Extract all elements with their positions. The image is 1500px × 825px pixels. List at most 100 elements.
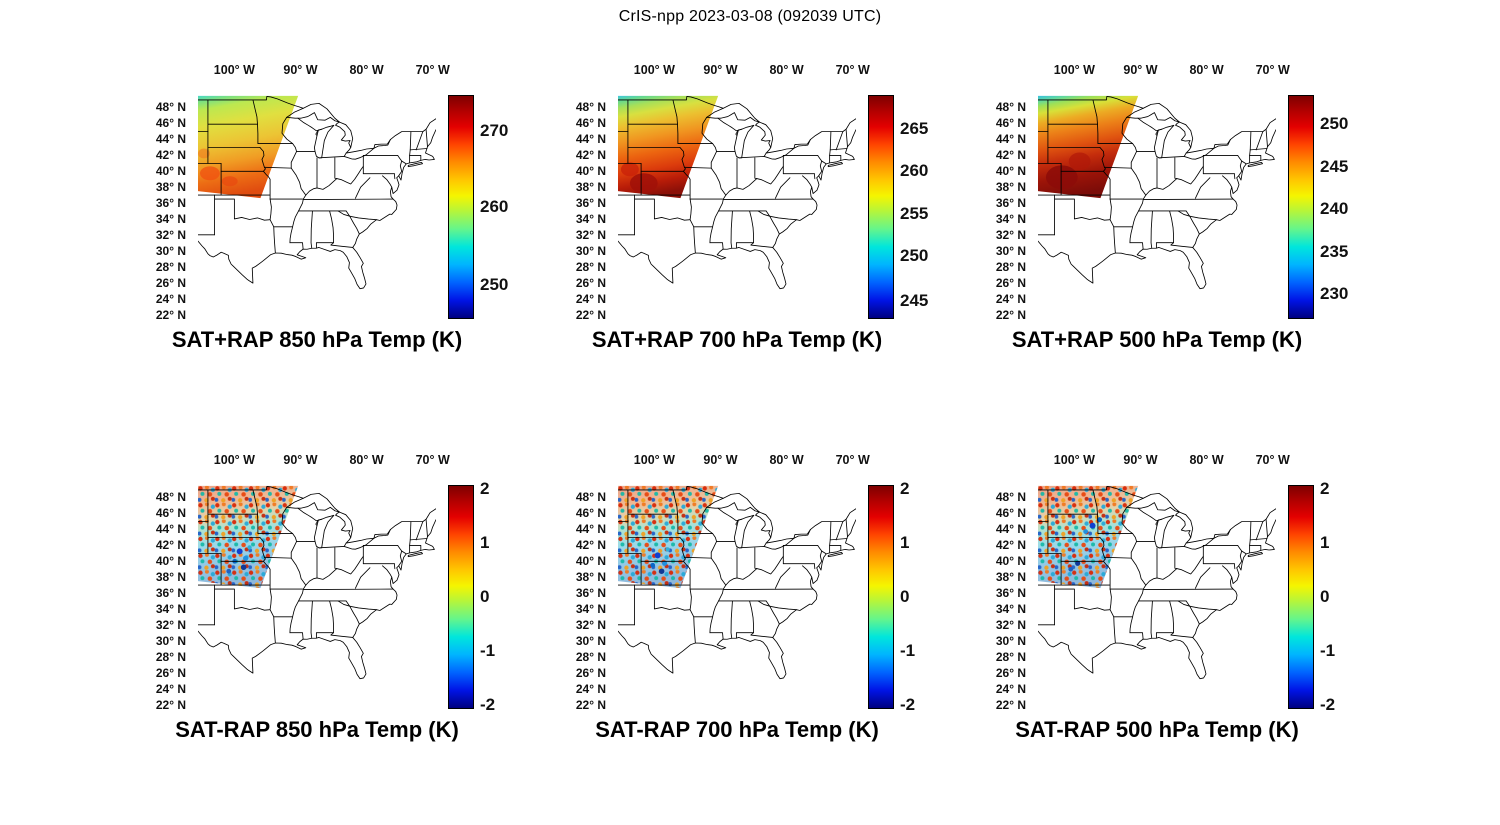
lat-tick-label: 42° N: [995, 538, 1026, 552]
panel-caption: SAT-RAP 850 hPa Temp (K): [175, 717, 459, 742]
lat-tick-label: 40° N: [995, 554, 1026, 568]
panel-caption: SAT-RAP 500 hPa Temp (K): [1015, 717, 1299, 742]
lat-tick-label: 32° N: [155, 618, 186, 632]
colorbar-tick-label: 2: [480, 479, 490, 499]
colorbar-tick-label: 0: [1320, 587, 1330, 606]
map-svg: [1038, 95, 1276, 290]
panel-sat-plus-rap-700: 100° W 90° W 80° W 70° W 48° N 46° N 44° N 42°…: [540, 55, 960, 365]
colorbar-tick-label: 250: [1320, 114, 1349, 134]
lat-tick-label: 48° N: [155, 100, 186, 114]
lon-tick-label: 80° W: [349, 453, 384, 467]
lat-tick-label: 44° N: [575, 521, 606, 536]
colorbar-tick-label: 270: [480, 120, 509, 140]
lat-tick-label: 26° N: [575, 666, 606, 680]
colorbar-tick-label: 240: [1320, 199, 1349, 219]
lat-tick-label: 48° N: [995, 100, 1026, 114]
colorbar-tick-label: -1: [1320, 640, 1336, 660]
outlier-dots: [226, 545, 252, 574]
lat-tick-label: 44° N: [575, 131, 606, 146]
lat-tick-label: 24° N: [155, 291, 186, 306]
lat-tick-label: 48° N: [575, 100, 606, 114]
lat-tick-label: 24° N: [575, 681, 606, 696]
colorbar-tick-label: 0: [480, 587, 490, 606]
colorbar-ticks: 265 260 255 250 245: [900, 95, 956, 319]
lat-tick-label: 30° N: [155, 243, 186, 258]
lat-tick-label: 24° N: [995, 291, 1026, 306]
lat-tick-label: 46° N: [995, 506, 1026, 520]
lat-tick-label: 22° N: [995, 697, 1026, 712]
lat-axis: 48° N 46° N 44° N 42° N 40° N 38° N 36° N 34° N…: [120, 485, 192, 712]
colorbar-tick-label: 2: [1320, 479, 1330, 499]
lat-tick-label: 42° N: [155, 538, 186, 552]
colorbar-tick-label: 250: [900, 246, 929, 266]
lon-tick-label: 80° W: [769, 453, 804, 467]
outlier-dots: [650, 547, 670, 574]
lat-tick-label: 34° N: [155, 602, 186, 616]
lat-tick-label: 40° N: [155, 554, 186, 568]
lat-tick-label: 42° N: [575, 148, 606, 162]
colorbar-tick-label: 1: [480, 533, 490, 553]
panel-caption: SAT+RAP 700 hPa Temp (K): [591, 327, 883, 352]
colorbar-tick-label: -2: [900, 694, 916, 714]
lat-tick-label: 22° N: [155, 697, 186, 712]
satellite-swath: [618, 95, 719, 199]
lat-tick-label: 28° N: [995, 650, 1026, 664]
colorbar-ticks: 2 1 0 -1 -2: [480, 479, 536, 713]
colorbar-ticks: 250 245 240 235 230: [1320, 95, 1376, 319]
lat-tick-label: 46° N: [155, 116, 186, 130]
lat-tick-label: 38° N: [995, 569, 1026, 584]
lat-tick-label: 36° N: [155, 585, 186, 600]
lat-axis: 48° N 46° N 44° N 42° N 40° N 38° N 36° N 34° N…: [960, 95, 1032, 322]
map-svg: [618, 485, 856, 680]
lon-tick-label: 100° W: [1053, 453, 1095, 467]
colorbar-tick-label: 235: [1320, 241, 1349, 261]
panel-caption: SAT+RAP 850 hPa Temp (K): [171, 327, 463, 352]
colorbar-tick-label: -1: [900, 640, 916, 660]
panel-sat-plus-rap-850: 100° W 90° W 80° W 70° W 48° N 46° N 44° N 42°…: [120, 55, 540, 365]
lat-tick-label: 30° N: [575, 633, 606, 648]
outlier-dots: [1068, 517, 1103, 572]
lat-tick-label: 26° N: [155, 276, 186, 290]
map-svg: [618, 95, 856, 290]
colorbar-tick-label: 265: [900, 118, 929, 138]
panel-sat-plus-rap-500: 100° W 90° W 80° W 70° W 48° N 46° N 44° N 42°…: [960, 55, 1380, 365]
lat-tick-label: 28° N: [155, 260, 186, 274]
lon-tick-label: 100° W: [213, 453, 255, 467]
colorbar-tick-label: 260: [900, 161, 929, 181]
lat-tick-label: 46° N: [995, 116, 1026, 130]
lat-axis: 48° N 46° N 44° N 42° N 40° N 38° N 36° N 34° N…: [540, 95, 612, 322]
panel-sat-minus-rap-700: 100° W 90° W 80° W 70° W 48° N 46° N 44° N 42°…: [540, 445, 960, 755]
map-conus: [618, 485, 856, 709]
figure-title: CrIS-npp 2023-03-08 (092039 UTC): [618, 8, 882, 25]
lon-tick-label: 100° W: [633, 63, 675, 77]
lon-tick-label: 100° W: [1053, 63, 1095, 77]
map-conus: [618, 95, 856, 319]
lat-tick-label: 30° N: [575, 243, 606, 258]
map-svg: [198, 95, 436, 290]
lat-tick-label: 22° N: [155, 307, 186, 322]
lat-tick-label: 44° N: [155, 131, 186, 146]
lat-tick-label: 24° N: [155, 681, 186, 696]
lat-tick-label: 46° N: [575, 116, 606, 130]
colorbar-tick-label: -1: [480, 640, 496, 660]
lat-tick-label: 38° N: [575, 569, 606, 584]
lat-tick-label: 22° N: [995, 307, 1026, 322]
colorbar-jet: [868, 485, 894, 709]
lat-tick-label: 32° N: [995, 228, 1026, 242]
colorbar-tick-label: 250: [480, 275, 509, 295]
colorbar-tick-label: 1: [1320, 533, 1330, 553]
colorbar-tick-label: 2: [900, 479, 910, 499]
lon-tick-label: 80° W: [349, 63, 384, 77]
lat-tick-label: 42° N: [155, 148, 186, 162]
lat-tick-label: 40° N: [575, 164, 606, 178]
lat-tick-label: 28° N: [155, 650, 186, 664]
lat-tick-label: 44° N: [995, 521, 1026, 536]
colorbar-tick-label: 230: [1320, 284, 1349, 304]
lat-tick-label: 34° N: [155, 212, 186, 226]
colorbar-tick-label: 255: [900, 203, 929, 223]
lat-tick-label: 24° N: [995, 681, 1026, 696]
difference-swath-speckle: [618, 485, 719, 589]
satellite-swath: [198, 95, 299, 199]
lon-tick-label: 80° W: [769, 63, 804, 77]
lon-axis: 100° W 90° W 80° W 70° W: [618, 453, 870, 471]
